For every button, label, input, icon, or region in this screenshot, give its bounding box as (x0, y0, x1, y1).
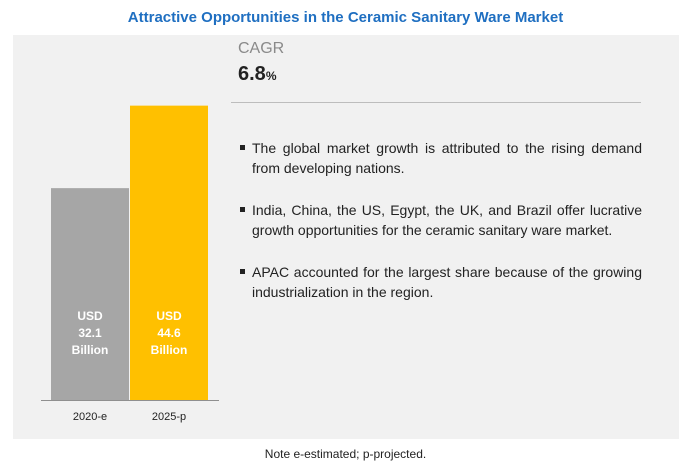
key-point-text: India, China, the US, Egypt, the UK, and… (252, 202, 642, 238)
footnote: Note e-estimated; p-projected. (264, 447, 427, 461)
bar-value-label-line: USD (156, 309, 182, 323)
cagr-divider (231, 102, 641, 103)
bar-value-label-line: USD (77, 309, 103, 323)
bar-chart: USD 32.1 Billion 2020-e USD 44.6 Billion 2025-p (13, 35, 225, 439)
bar-value-label: USD 44.6 Billion (130, 308, 208, 359)
x-tick-label: 2020-e (72, 411, 108, 423)
bullet-icon (240, 269, 245, 274)
key-point-text: APAC accounted for the largest share bec… (252, 264, 642, 300)
key-point-item: APAC accounted for the largest share bec… (238, 262, 642, 302)
cagr-value: 6.8 (238, 63, 266, 85)
cagr-value-group: 6.8% (238, 63, 276, 86)
x-tick-label: 2025-p (151, 411, 187, 423)
chart-title: Attractive Opportunities in the Ceramic … (127, 9, 564, 26)
bar-value-label-line: 44.6 (157, 326, 181, 340)
key-points-list: The global market growth is attributed t… (238, 138, 642, 324)
key-point-item: The global market growth is attributed t… (238, 138, 642, 178)
bar-value-label-line: 32.1 (78, 326, 102, 340)
bar-2020-e (51, 188, 129, 400)
bar-value-label-line: Billion (150, 343, 188, 357)
key-point-text: The global market growth is attributed t… (252, 140, 642, 176)
bar-2025-p (130, 105, 208, 400)
cagr-label: CAGR (238, 40, 285, 57)
bullet-icon (240, 145, 245, 150)
key-point-item: India, China, the US, Egypt, the UK, and… (238, 200, 642, 240)
bullet-icon (240, 207, 245, 212)
bar-value-label-line: Billion (71, 343, 109, 357)
cagr-unit: % (265, 69, 277, 83)
bar-value-label: USD 32.1 Billion (51, 308, 129, 359)
bar-chart-svg (41, 105, 219, 401)
